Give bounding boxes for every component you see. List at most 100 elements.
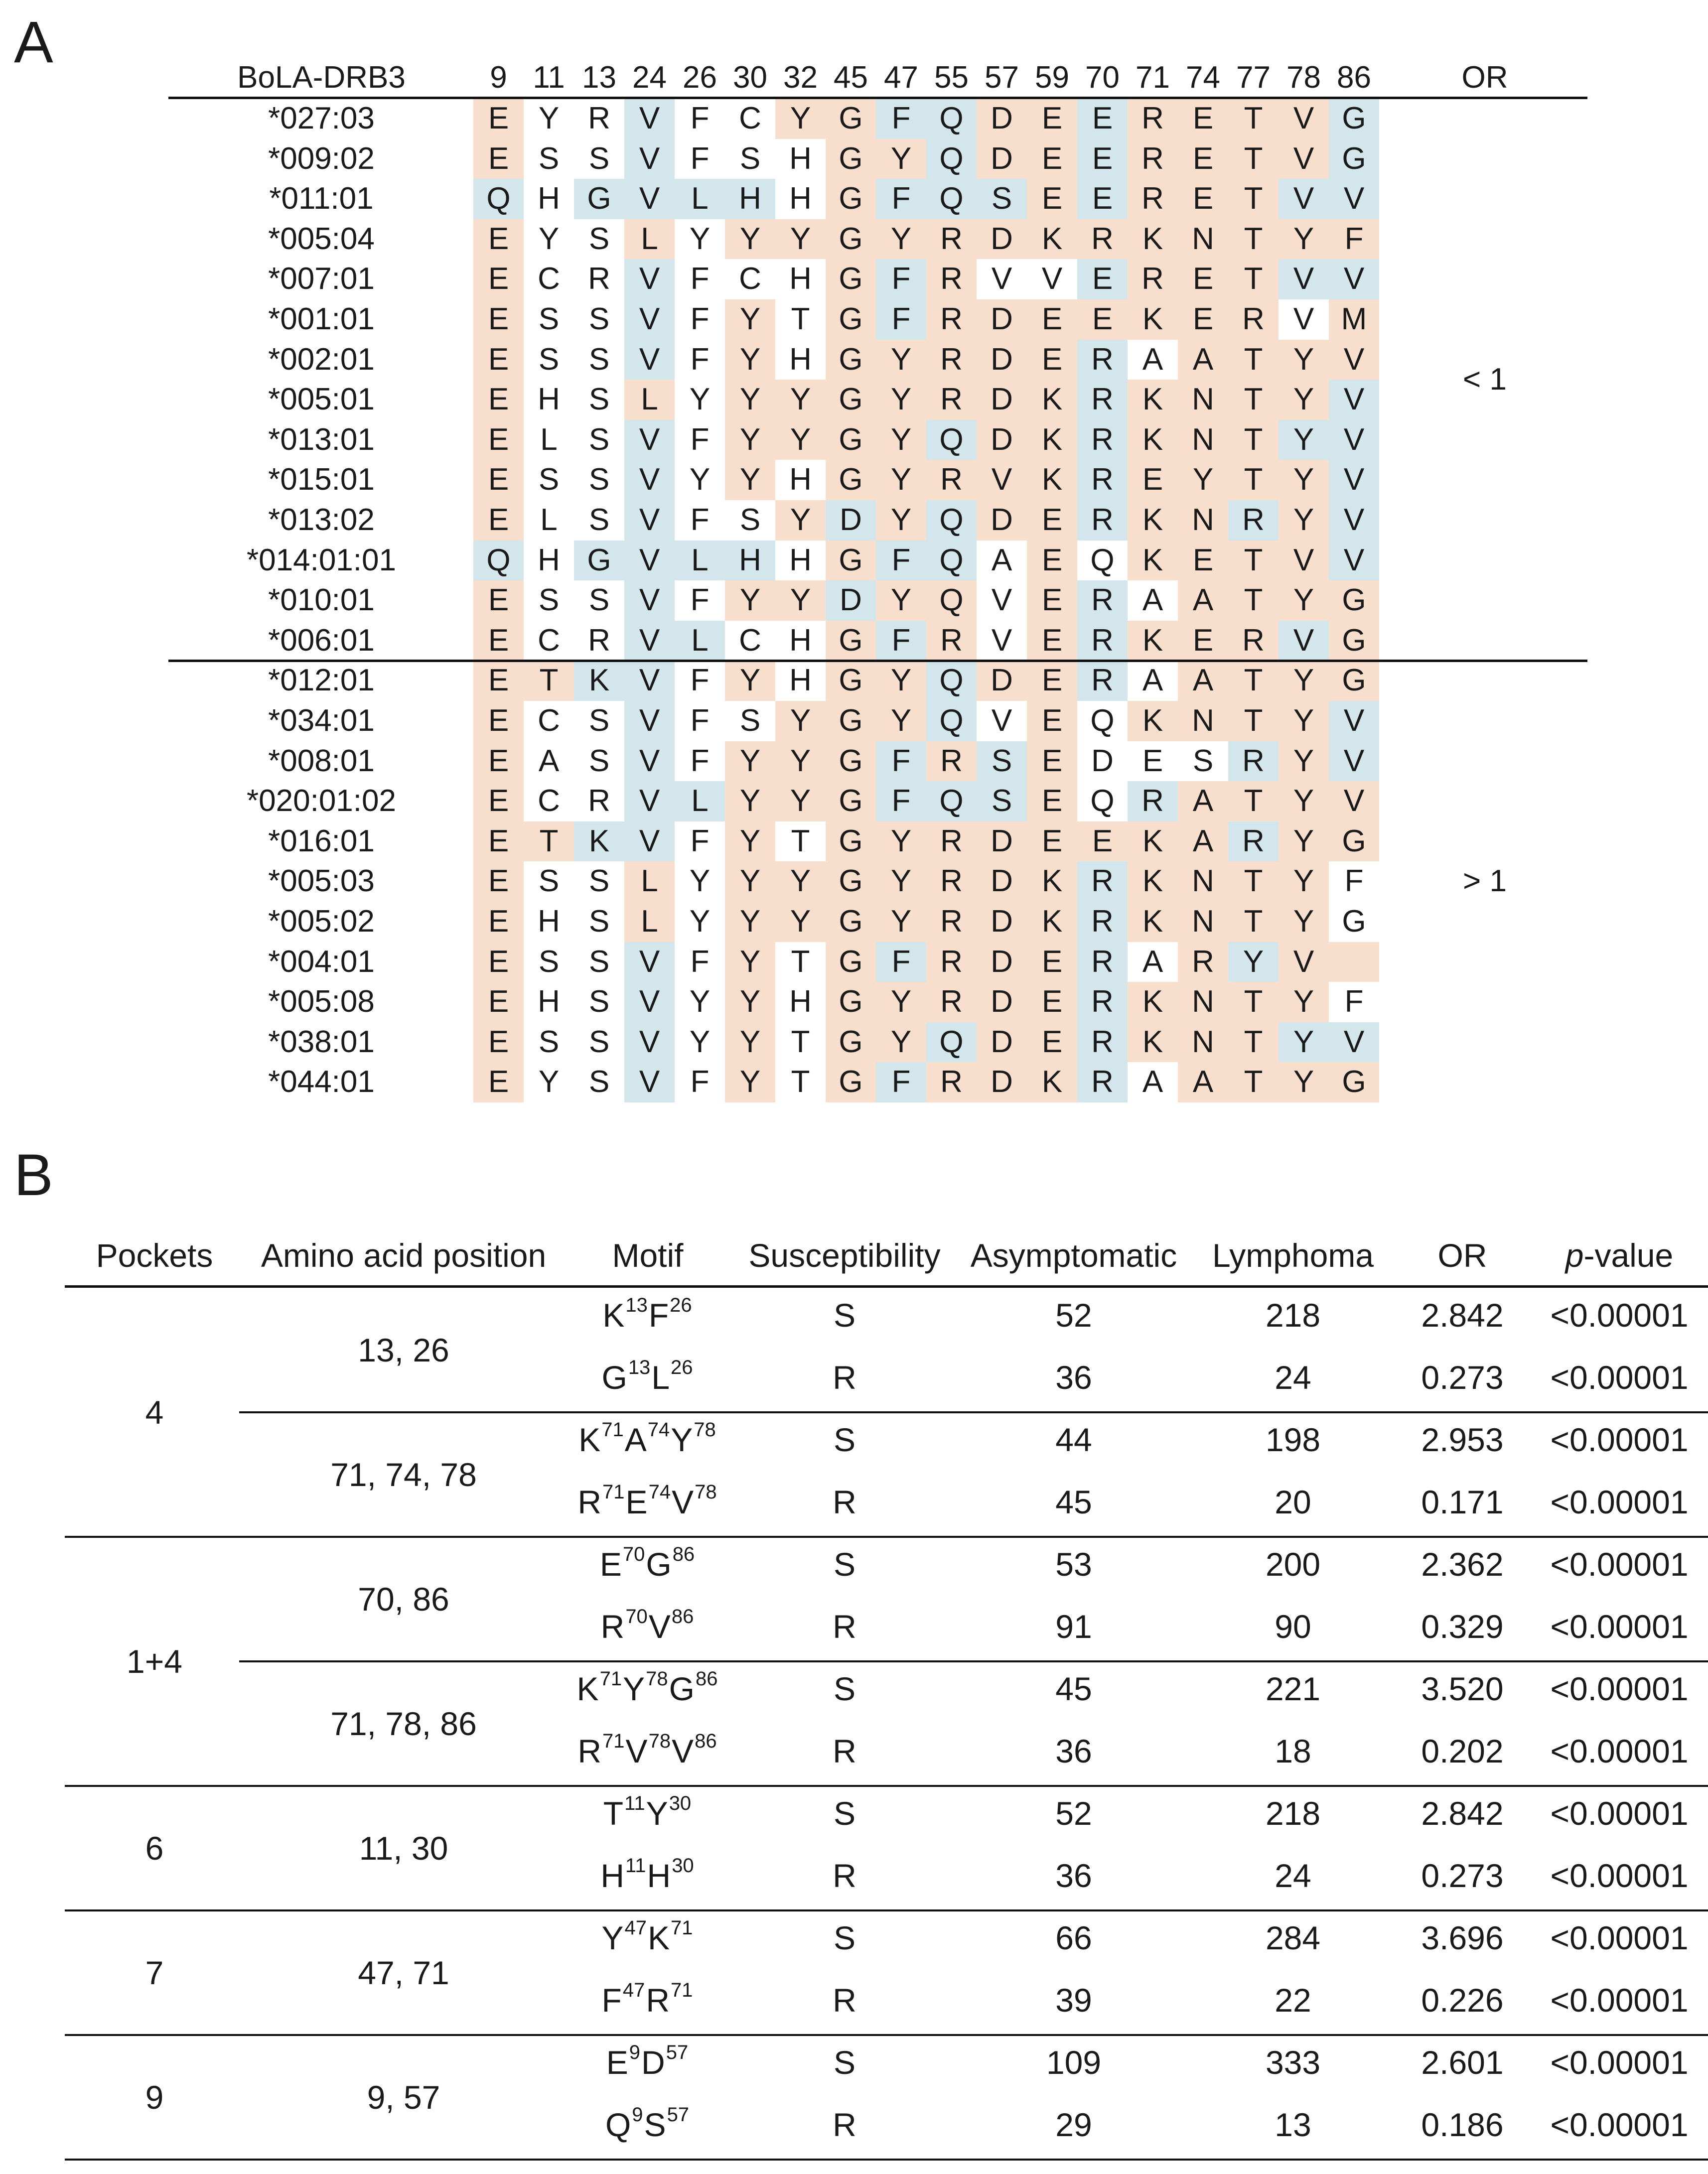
residue-cell: L xyxy=(624,902,675,942)
residue-cell: R xyxy=(574,259,624,299)
residue-cell: Y xyxy=(675,861,725,902)
residue-cell: G xyxy=(826,701,876,741)
residue-cell: D xyxy=(977,419,1027,460)
residue-cell: Y xyxy=(1279,781,1329,821)
residue-cell: Y xyxy=(775,701,826,741)
residue-cell: V xyxy=(1329,741,1379,782)
residue-cell: V xyxy=(624,99,675,139)
residue-cell: Y xyxy=(1279,741,1329,782)
header-or: OR xyxy=(1437,1237,1487,1274)
residue-cell: R xyxy=(1228,620,1279,661)
motif-position: 86 xyxy=(672,1543,695,1565)
residue-cell: D xyxy=(977,821,1027,862)
p-italic: p xyxy=(1565,1237,1584,1274)
lymphoma-cell: 198 xyxy=(1265,1421,1321,1458)
header-allele: BoLA-DRB3 xyxy=(237,60,406,95)
residue-cell: A xyxy=(524,741,574,782)
residue-cell: E xyxy=(1027,540,1077,581)
lymphoma-cell: 24 xyxy=(1275,1857,1311,1894)
or-cell: 2.842 xyxy=(1421,1795,1504,1832)
group-divider xyxy=(65,2034,1708,2036)
residue-cell: R xyxy=(1228,821,1279,862)
residue-cell: R xyxy=(1077,339,1128,380)
asymptomatic-cell: 36 xyxy=(1055,1733,1092,1769)
residue-cell: F xyxy=(1329,861,1379,902)
susceptibility-cell: S xyxy=(833,2044,856,2081)
residue-cell: E xyxy=(1128,741,1178,782)
lymphoma-cell: 218 xyxy=(1265,1795,1321,1832)
residue-cell: C xyxy=(725,620,775,661)
residue-cell: A xyxy=(1178,339,1228,380)
header-position: Amino acid position xyxy=(261,1237,547,1274)
residue-cell: Y xyxy=(876,138,926,179)
allele-label: *011:01 xyxy=(269,181,374,216)
top-rule xyxy=(168,97,1587,99)
residue-cell: F xyxy=(876,942,926,982)
residue-cell: Q xyxy=(926,179,977,219)
residue-cell: D xyxy=(977,661,1027,701)
residue-cell: G xyxy=(826,138,876,179)
allele-label: *005:01 xyxy=(268,382,375,417)
residue-cell: Y xyxy=(775,741,826,782)
residue-cell: K xyxy=(1128,620,1178,661)
pvalue-cell: <0.00001 xyxy=(1550,1297,1689,1334)
residue-cell: T xyxy=(1228,1022,1279,1063)
residue-cell: Y xyxy=(725,861,775,902)
panel-b-label: B xyxy=(14,1142,53,1208)
residue-cell: E xyxy=(473,138,524,179)
residue-cell: G xyxy=(826,219,876,260)
residue-cell: S xyxy=(574,299,624,340)
residue-cell: D xyxy=(977,339,1027,380)
residue-cell: V xyxy=(624,661,675,701)
residue-cell: Y xyxy=(675,460,725,500)
residue-cell: Y xyxy=(1279,982,1329,1022)
residue-cell: G xyxy=(826,1062,876,1102)
residue-cell: Y xyxy=(1228,942,1279,982)
residue-cell: H xyxy=(775,661,826,701)
residue-cell: F xyxy=(1329,219,1379,260)
residue-cell: D xyxy=(977,219,1027,260)
residue-cell: K xyxy=(1128,219,1178,260)
header-or: OR xyxy=(1461,60,1508,95)
residue-cell: V xyxy=(624,460,675,500)
residue-cell: E xyxy=(1077,138,1128,179)
residue-cell: F xyxy=(675,259,725,299)
residue-cell: T xyxy=(1228,902,1279,942)
residue-cell: H xyxy=(725,179,775,219)
header-motif: Motif xyxy=(612,1237,684,1274)
residue-cell: S xyxy=(574,942,624,982)
residue-cell: A xyxy=(1128,339,1178,380)
residue-cell: K xyxy=(1128,701,1178,741)
residue-cell: R xyxy=(1077,661,1128,701)
residue-cell: S xyxy=(524,138,574,179)
residue-cell: G xyxy=(826,781,876,821)
residue-cell: S xyxy=(725,138,775,179)
residue-cell: C xyxy=(725,99,775,139)
asymptomatic-cell: 91 xyxy=(1055,1608,1092,1645)
residue-cell: S xyxy=(977,741,1027,782)
header-position: 24 xyxy=(632,60,667,95)
residue-cell: S xyxy=(977,179,1027,219)
residue-cell: S xyxy=(524,942,574,982)
residue-cell: T xyxy=(1228,219,1279,260)
residue-cell: E xyxy=(1178,540,1228,581)
residue-cell: Y xyxy=(725,821,775,862)
residue-cell: V xyxy=(1329,781,1379,821)
motif-position: 30 xyxy=(669,1792,692,1814)
or-cell: 2.953 xyxy=(1421,1421,1504,1458)
residue-cell: T xyxy=(1228,982,1279,1022)
subgroup-divider xyxy=(239,1411,1708,1413)
allele-label: *013:01 xyxy=(268,422,375,457)
residue-cell: R xyxy=(574,99,624,139)
residue-cell: R xyxy=(926,299,977,340)
residue-cell: Y xyxy=(1279,1062,1329,1102)
residue-cell: T xyxy=(775,1062,826,1102)
residue-cell: K xyxy=(1128,299,1178,340)
residue-cell: G xyxy=(826,299,876,340)
residue-cell: R xyxy=(1077,1022,1128,1063)
residue-cell: G xyxy=(826,902,876,942)
asymptomatic-cell: 39 xyxy=(1055,1982,1092,2019)
allele-label: *015:01 xyxy=(268,462,375,497)
residue-cell: T xyxy=(1228,460,1279,500)
amino-acid-position-cell: 11, 30 xyxy=(359,1830,448,1867)
